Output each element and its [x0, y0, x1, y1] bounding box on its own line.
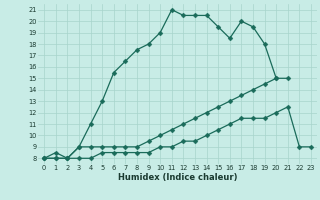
X-axis label: Humidex (Indice chaleur): Humidex (Indice chaleur): [118, 173, 237, 182]
